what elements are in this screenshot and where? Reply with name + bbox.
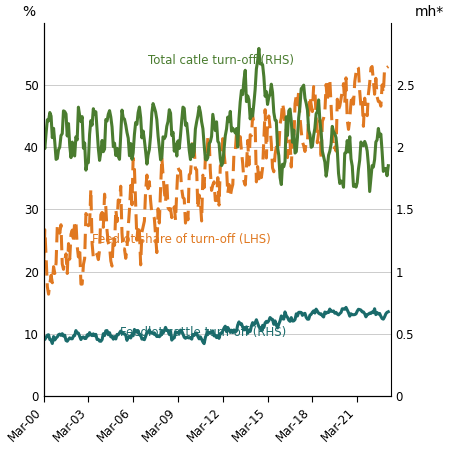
Text: %: %	[23, 5, 36, 19]
Text: Total catle turn-off (RHS): Total catle turn-off (RHS)	[148, 54, 294, 67]
Text: Feedlot share of turn-off (LHS): Feedlot share of turn-off (LHS)	[92, 233, 271, 246]
Text: mh*: mh*	[415, 5, 444, 19]
Text: Feedlot cattle turn-off (RHS): Feedlot cattle turn-off (RHS)	[120, 326, 286, 339]
